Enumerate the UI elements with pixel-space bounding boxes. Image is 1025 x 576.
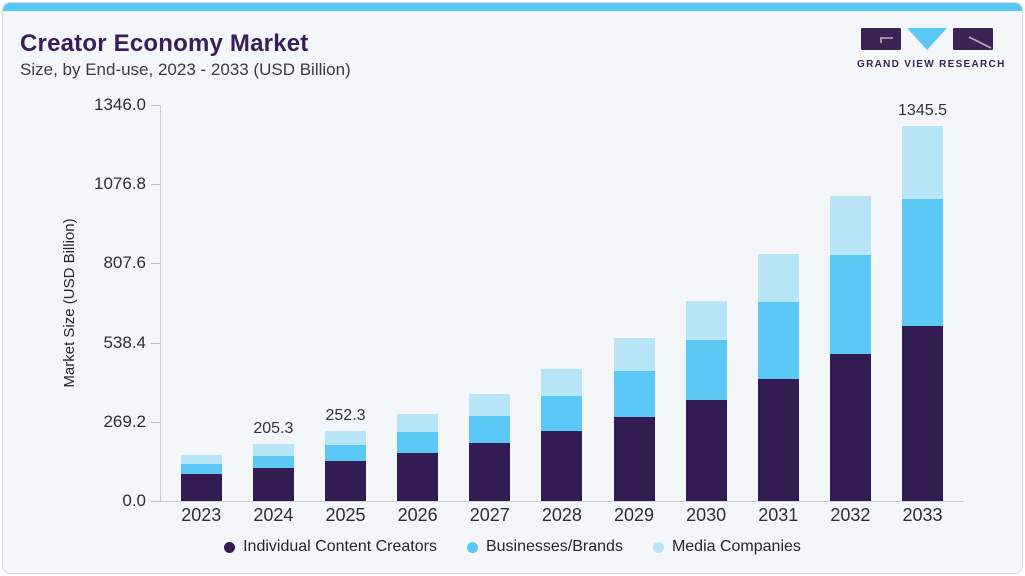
y-tick-mark xyxy=(151,184,160,185)
legend-swatch-icon xyxy=(652,541,664,553)
bar-segment-businesses-brands xyxy=(397,432,439,454)
legend-label: Media Companies xyxy=(671,538,801,555)
bar-2025 xyxy=(325,430,367,501)
x-tick-label: 2029 xyxy=(613,505,655,525)
bar-2028 xyxy=(541,369,583,501)
bar-segment-media-companies xyxy=(469,394,511,416)
x-tick-label: 2033 xyxy=(902,505,943,525)
bar-segment-businesses-brands xyxy=(757,302,799,380)
x-tick-label: 2026 xyxy=(397,505,438,525)
legend-swatch-icon xyxy=(224,541,236,553)
bar-segment-individual-content-creators xyxy=(613,416,655,501)
y-tick-label: 538.4 xyxy=(103,332,146,352)
bar-segment-media-companies xyxy=(757,253,799,303)
bar-2031 xyxy=(757,253,799,501)
bar-segment-media-companies xyxy=(613,338,655,371)
legend-label: Businesses/Brands xyxy=(485,538,623,555)
bar-segment-media-companies xyxy=(541,369,583,396)
bar-value-label: 205.3 xyxy=(253,419,294,437)
bar-2030 xyxy=(685,300,727,501)
x-tick-label: 2028 xyxy=(541,505,582,525)
bar-segment-businesses-brands xyxy=(252,455,294,469)
bar-2029 xyxy=(613,338,655,501)
grand-view-research-logo: GRAND VIEW RESEARCH xyxy=(857,28,1006,70)
bar-segment-individual-content-creators xyxy=(252,468,294,501)
bar-segment-individual-content-creators xyxy=(325,461,367,501)
y-axis-title: Market Size (USD Billion) xyxy=(61,218,78,388)
bar-segment-individual-content-creators xyxy=(180,474,222,501)
bar-segment-individual-content-creators xyxy=(685,399,727,501)
x-tick-label: 2032 xyxy=(830,505,871,525)
legend-swatch-icon xyxy=(466,541,478,553)
chart-subtitle: Size, by End-use, 2023 - 2033 (USD Billi… xyxy=(20,60,351,79)
legend-item-businesses-brands: Businesses/Brands xyxy=(466,538,623,556)
bar-segment-media-companies xyxy=(902,125,943,199)
bar-segment-individual-content-creators xyxy=(902,325,943,501)
y-tick-label: 1076.8 xyxy=(94,174,146,194)
bar-segment-media-companies xyxy=(180,454,222,465)
y-tick-label: 1346.0 xyxy=(94,95,146,114)
bar-segment-media-companies xyxy=(397,414,439,433)
legend-label: Individual Content Creators xyxy=(243,538,437,555)
y-tick-mark xyxy=(151,501,160,502)
x-tick-label: 2025 xyxy=(325,505,366,525)
bar-segment-businesses-brands xyxy=(685,340,727,400)
y-tick-label: 0.0 xyxy=(122,491,146,510)
bar-value-label: 252.3 xyxy=(325,406,366,424)
bar-2024 xyxy=(252,443,294,501)
gvr-logo-icon xyxy=(861,28,993,50)
y-tick-label: 807.6 xyxy=(103,253,146,273)
bar-segment-individual-content-creators xyxy=(469,443,511,501)
logo-wordmark: GRAND VIEW RESEARCH xyxy=(857,59,1006,70)
bar-segment-individual-content-creators xyxy=(397,453,439,501)
x-tick-label: 2030 xyxy=(686,505,727,525)
bar-segment-media-companies xyxy=(829,196,871,256)
bar-segment-businesses-brands xyxy=(829,255,871,355)
y-tick-mark xyxy=(151,263,160,264)
legend-item-individual-content-creators: Individual Content Creators xyxy=(224,538,437,556)
y-tick-mark xyxy=(151,343,160,344)
bar-segment-businesses-brands xyxy=(325,445,367,462)
bar-segment-businesses-brands xyxy=(180,464,222,475)
bar-2033 xyxy=(902,125,943,501)
bar-segment-media-companies xyxy=(252,443,294,456)
y-tick-mark xyxy=(151,105,160,106)
bar-segment-media-companies xyxy=(685,300,727,341)
bar-2032 xyxy=(829,196,871,501)
bar-segment-businesses-brands xyxy=(902,198,943,326)
bar-segment-individual-content-creators xyxy=(541,431,583,501)
bar-segment-businesses-brands xyxy=(469,415,511,444)
bar-segment-media-companies xyxy=(325,430,367,446)
x-tick-label: 2031 xyxy=(758,505,799,525)
bar-segment-individual-content-creators xyxy=(757,379,799,501)
bar-value-label: 1345.5 xyxy=(898,101,947,119)
x-tick-label: 2023 xyxy=(181,505,222,525)
bar-segment-businesses-brands xyxy=(613,370,655,417)
y-tick-label: 269.2 xyxy=(103,411,146,431)
plot-area xyxy=(160,105,964,502)
x-tick-label: 2027 xyxy=(469,505,510,525)
legend-item-media-companies: Media Companies xyxy=(652,538,801,556)
bar-segment-businesses-brands xyxy=(541,395,583,432)
bar-2026 xyxy=(397,414,439,501)
y-tick-mark xyxy=(151,422,160,423)
bar-2027 xyxy=(469,394,511,501)
x-tick-label: 2024 xyxy=(253,505,294,525)
top-accent-bar xyxy=(3,3,1022,11)
bar-2023 xyxy=(180,454,222,501)
bar-segment-individual-content-creators xyxy=(829,354,871,501)
chart-title: Creator Economy Market xyxy=(20,30,309,57)
chart-legend: Individual Content Creators Businesses/Br… xyxy=(0,535,1025,559)
